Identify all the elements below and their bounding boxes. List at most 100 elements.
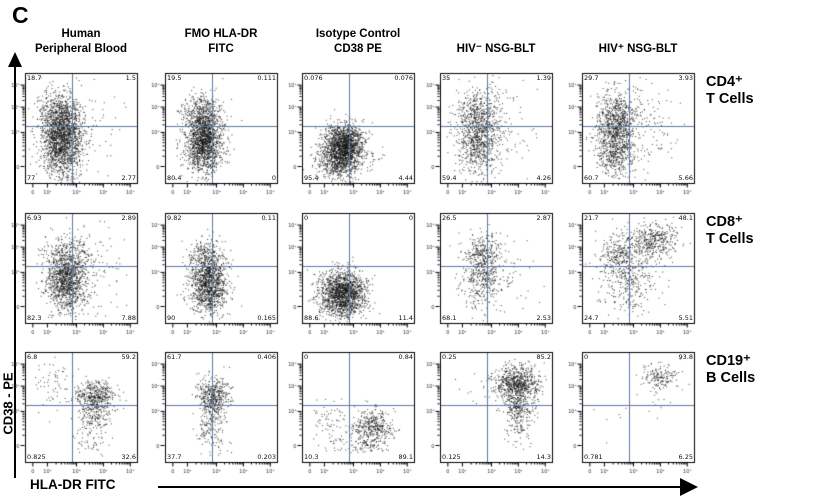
dot-plot-r0c1: 19.5 0.111 80.4 0	[151, 69, 281, 197]
scatter-canvas	[288, 348, 418, 476]
column-header-line1	[421, 27, 571, 42]
quadrant-ll-percentage: 82.3	[27, 314, 42, 322]
column-header-human-peripheral-blood: Human Peripheral Blood	[6, 27, 156, 57]
dot-plot-r0c0: 18.7 1.5 77 2.77	[11, 69, 141, 197]
dot-plot-r1c3: 26.5 2.87 68.1 2.53	[426, 209, 556, 337]
quadrant-ur-percentage: 2.87	[536, 214, 551, 222]
scatter-canvas	[288, 69, 418, 197]
row-label-cd19-b-cells: CD19⁺ B Cells	[706, 353, 755, 387]
dot-plot-r2c3: 0.25 85.2 0.125 14.3	[426, 348, 556, 476]
quadrant-ur-percentage: 1.5	[125, 74, 136, 82]
quadrant-lr-percentage: 11.4	[398, 314, 413, 322]
quadrant-ur-percentage: 48.1	[678, 214, 693, 222]
scatter-canvas	[151, 209, 281, 337]
x-axis-arrow-shaft	[158, 486, 682, 488]
scatter-canvas	[568, 209, 698, 337]
quadrant-ll-percentage: 77	[27, 174, 36, 182]
quadrant-lr-percentage: 0	[271, 174, 276, 182]
quadrant-ll-percentage: 95.4	[304, 174, 319, 182]
column-header-line2: FITC	[208, 43, 234, 55]
row-label-line2: T Cells	[706, 231, 754, 247]
scatter-canvas	[11, 209, 141, 337]
quadrant-ur-percentage: 93.8	[678, 353, 693, 361]
quadrant-ll-percentage: 80.4	[167, 174, 182, 182]
column-header-line2: Peripheral Blood	[34, 43, 128, 55]
scatter-canvas	[151, 69, 281, 197]
column-header-line1: Isotype Control	[315, 28, 401, 40]
row-label-line1: CD4⁺	[706, 74, 743, 90]
quadrant-ul-percentage: 0	[304, 353, 309, 361]
quadrant-lr-percentage: 6.25	[678, 453, 693, 461]
scatter-canvas	[426, 69, 556, 197]
row-label-cd4-t-cells: CD4⁺ T Cells	[706, 74, 754, 108]
quadrant-ul-percentage: 26.5	[442, 214, 457, 222]
scatter-canvas	[568, 348, 698, 476]
quadrant-ul-percentage: 29.7	[584, 74, 599, 82]
quadrant-ur-percentage: 0.11	[261, 214, 276, 222]
quadrant-ll-percentage: 90	[167, 314, 176, 322]
quadrant-ul-percentage: 9.82	[167, 214, 182, 222]
quadrant-lr-percentage: 2.77	[121, 174, 136, 182]
column-header-hiv-pos-nsg-blt: HIV⁺ NSG-BLT	[563, 27, 713, 57]
quadrant-lr-percentage: 32.6	[121, 453, 136, 461]
quadrant-lr-percentage: 0.203	[257, 453, 276, 461]
quadrant-ll-percentage: 0.825	[27, 453, 46, 461]
quadrant-ll-percentage: 24.7	[584, 314, 599, 322]
quadrant-ul-percentage: 21.7	[584, 214, 599, 222]
dot-plot-r2c1: 61.7 0.406 37.7 0.203	[151, 348, 281, 476]
quadrant-lr-percentage: 14.3	[536, 453, 551, 461]
quadrant-ul-percentage: 0	[304, 214, 309, 222]
scatter-canvas	[288, 209, 418, 337]
quadrant-ll-percentage: 88.6	[304, 314, 319, 322]
quadrant-ul-percentage: 0.076	[304, 74, 323, 82]
quadrant-ll-percentage: 59.4	[442, 174, 457, 182]
dot-plot-r2c4: 0 93.8 0.781 6.25	[568, 348, 698, 476]
panel-letter: C	[12, 2, 29, 28]
column-header-line1: Human	[61, 28, 101, 40]
quadrant-ur-percentage: 3.93	[678, 74, 693, 82]
quadrant-ur-percentage: 0.111	[257, 74, 276, 82]
quadrant-ul-percentage: 0.25	[442, 353, 457, 361]
quadrant-lr-percentage: 4.26	[536, 174, 551, 182]
quadrant-ul-percentage: 61.7	[167, 353, 182, 361]
quadrant-ur-percentage: 0.84	[398, 353, 413, 361]
row-label-line2: T Cells	[706, 91, 754, 107]
quadrant-lr-percentage: 5.66	[678, 174, 693, 182]
column-header-isotype-control-cd38-pe: Isotype Control CD38 PE	[283, 27, 433, 57]
quadrant-ll-percentage: 60.7	[584, 174, 599, 182]
x-axis-arrowhead-icon	[680, 478, 698, 496]
dot-plot-r0c4: 29.7 3.93 60.7 5.66	[568, 69, 698, 197]
row-label-line1: CD19⁺	[706, 353, 751, 369]
column-header-line2: CD38 PE	[334, 43, 382, 55]
quadrant-ul-percentage: 18.7	[27, 74, 42, 82]
column-header-hiv-neg-nsg-blt: HIV⁻ NSG-BLT	[421, 27, 571, 57]
scatter-canvas	[11, 348, 141, 476]
quadrant-ll-percentage: 0.125	[442, 453, 461, 461]
scatter-canvas	[568, 69, 698, 197]
quadrant-lr-percentage: 4.44	[398, 174, 413, 182]
row-label-cd8-t-cells: CD8⁺ T Cells	[706, 214, 754, 248]
x-axis-label: HLA-DR FITC	[30, 477, 116, 492]
quadrant-ur-percentage: 0.076	[394, 74, 413, 82]
dot-plot-r1c2: 0 0 88.6 11.4	[288, 209, 418, 337]
quadrant-ll-percentage: 10.3	[304, 453, 319, 461]
scatter-canvas	[426, 209, 556, 337]
quadrant-lr-percentage: 2.53	[536, 314, 551, 322]
dot-plot-r1c4: 21.7 48.1 24.7 5.51	[568, 209, 698, 337]
dot-plot-r1c0: 6.93 2.89 82.3 7.88	[11, 209, 141, 337]
quadrant-ur-percentage: 59.2	[121, 353, 136, 361]
quadrant-ur-percentage: 0	[408, 214, 413, 222]
quadrant-ur-percentage: 0.406	[257, 353, 276, 361]
quadrant-ll-percentage: 37.7	[167, 453, 182, 461]
dot-plot-r2c0: 6.8 59.2 0.825 32.6	[11, 348, 141, 476]
quadrant-ll-percentage: 0.781	[584, 453, 603, 461]
quadrant-lr-percentage: 89.1	[398, 453, 413, 461]
dot-plot-r2c2: 0 0.84 10.3 89.1	[288, 348, 418, 476]
row-label-line1: CD8⁺	[706, 214, 743, 230]
column-header-line2: HIV⁺ NSG-BLT	[598, 43, 678, 55]
quadrant-lr-percentage: 0.165	[257, 314, 276, 322]
quadrant-lr-percentage: 7.88	[121, 314, 136, 322]
dot-plot-r0c2: 0.076 0.076 95.4 4.44	[288, 69, 418, 197]
quadrant-ul-percentage: 6.8	[27, 353, 38, 361]
